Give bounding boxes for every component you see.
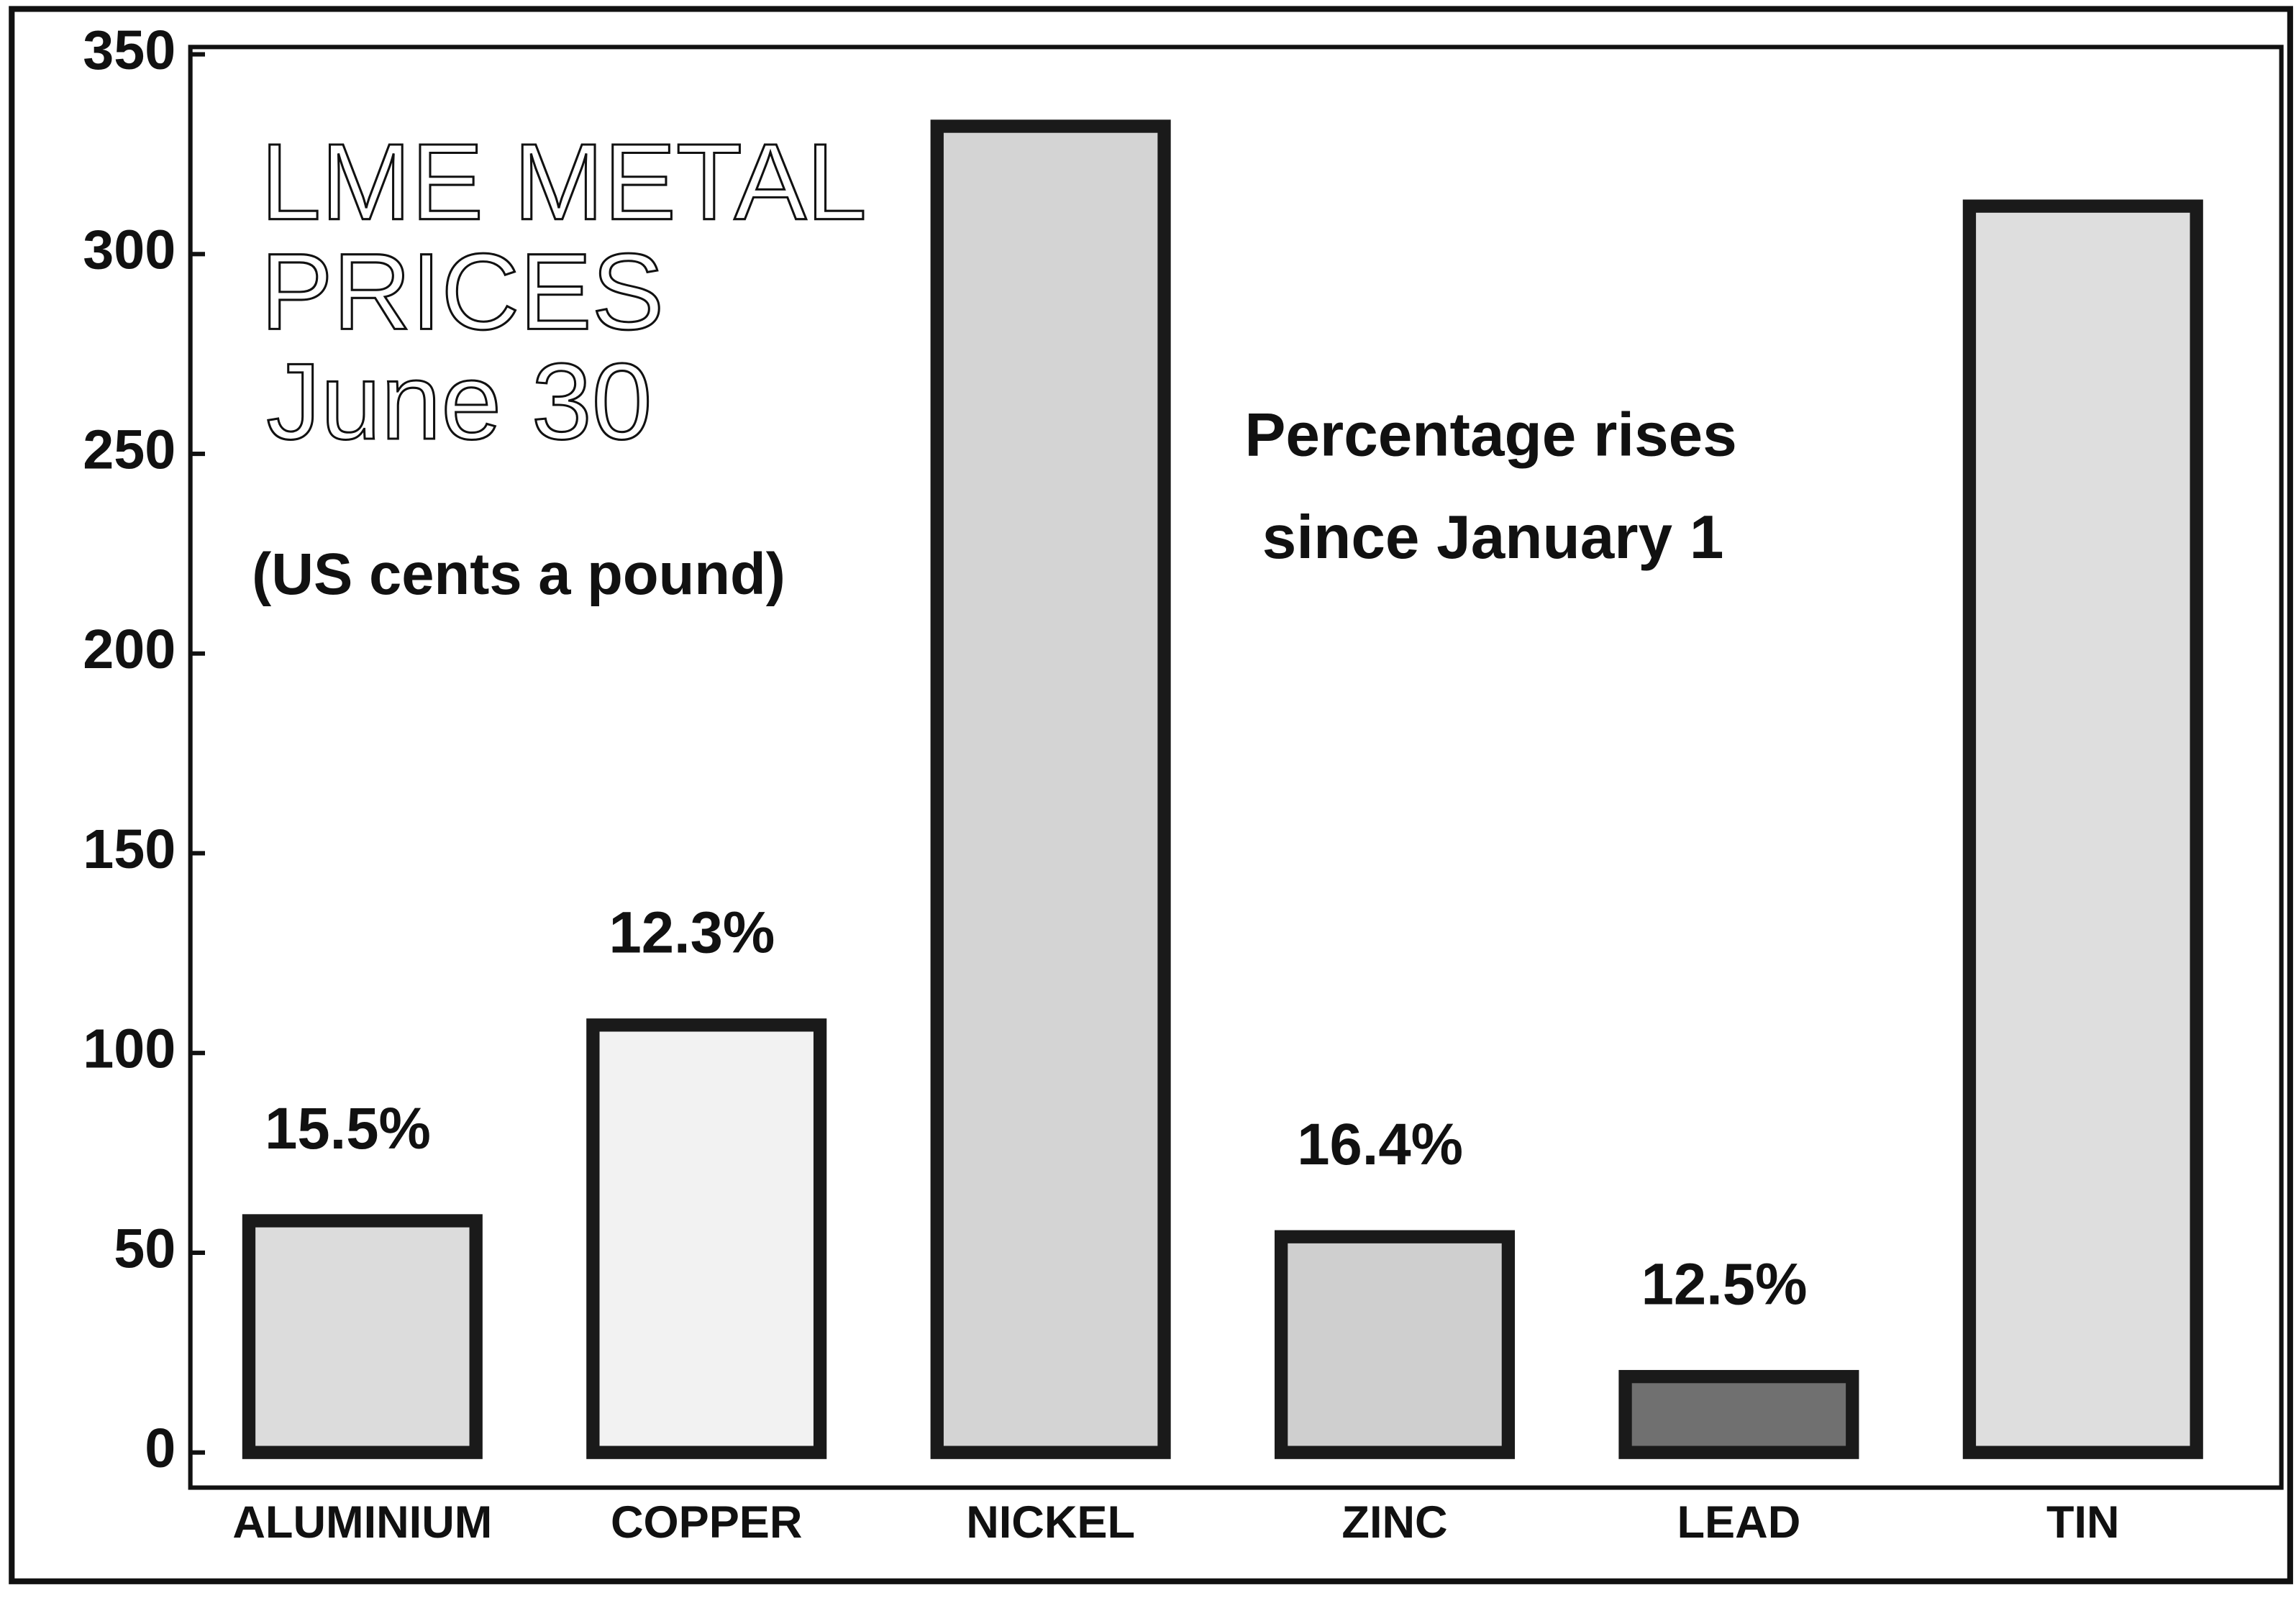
y-tick-label: 100: [83, 1018, 176, 1080]
chart-title: PRICES: [260, 231, 664, 352]
rise-label: 16.4%: [1297, 1112, 1463, 1177]
x-tick-label: TIN: [2046, 1497, 2120, 1548]
x-tick-label: ALUMINIUM: [232, 1497, 492, 1548]
y-tick-label: 150: [83, 818, 176, 880]
bar: [930, 119, 1171, 1459]
plot-area: [188, 45, 2284, 1490]
y-tick-label: 300: [83, 219, 176, 281]
bar: [1962, 199, 2203, 1459]
x-tick-label: LEAD: [1677, 1497, 1801, 1548]
bar: [242, 1214, 483, 1459]
y-tick-label: 50: [114, 1218, 176, 1279]
frame: [9, 6, 2293, 1584]
rise-label: 12.5%: [1641, 1251, 1808, 1317]
units-label: (US cents a pound): [252, 542, 785, 607]
x-tick-label: COPPER: [611, 1497, 802, 1548]
rise-label: 12.3%: [609, 900, 775, 966]
bar: [1618, 1369, 1859, 1459]
bar: [586, 1018, 827, 1459]
x-tick-label: ZINC: [1341, 1497, 1447, 1548]
y-tick-label: 250: [83, 419, 176, 480]
x-tick-label: NICKEL: [966, 1497, 1135, 1548]
chart-subtitle: June 30: [267, 341, 652, 462]
annotation: since January 1: [1262, 503, 1724, 572]
rise-label: 15.5%: [265, 1096, 431, 1161]
bar: [1274, 1230, 1516, 1459]
y-tick-label: 350: [83, 19, 176, 81]
annotation: Percentage rises: [1244, 401, 1736, 470]
y-tick-label: 200: [83, 618, 176, 680]
chart-title: LME METAL: [260, 122, 867, 242]
y-tick-label: 0: [145, 1417, 176, 1479]
